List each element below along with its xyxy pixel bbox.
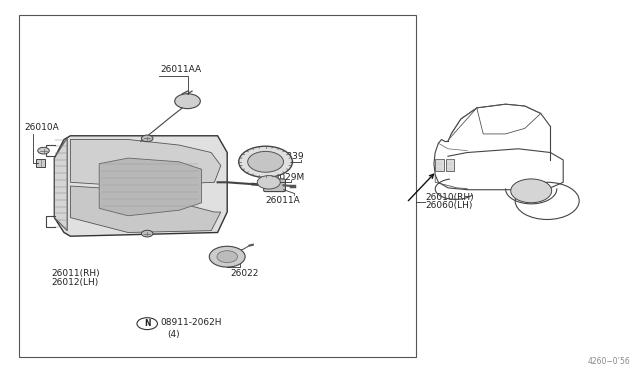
Polygon shape — [70, 140, 221, 186]
FancyBboxPatch shape — [264, 179, 285, 192]
Text: 26010A: 26010A — [24, 123, 59, 132]
Text: (4): (4) — [168, 330, 180, 339]
Bar — [435, 159, 444, 171]
Text: 26011(RH): 26011(RH) — [51, 269, 100, 278]
Text: 26010(RH): 26010(RH) — [426, 193, 474, 202]
Text: 08911-2062H: 08911-2062H — [160, 318, 221, 327]
Text: 26011AA: 26011AA — [160, 65, 201, 74]
Polygon shape — [99, 158, 202, 216]
Circle shape — [175, 94, 200, 109]
Bar — [36, 159, 45, 167]
Text: 26012(LH): 26012(LH) — [51, 278, 99, 287]
Circle shape — [239, 146, 292, 177]
Circle shape — [141, 230, 153, 237]
Circle shape — [141, 135, 153, 142]
Text: 26339: 26339 — [275, 152, 304, 161]
Text: 26011A: 26011A — [266, 196, 300, 205]
Polygon shape — [54, 138, 67, 231]
Polygon shape — [70, 186, 221, 232]
Circle shape — [248, 151, 284, 172]
Text: 26022: 26022 — [230, 269, 259, 278]
Circle shape — [515, 182, 579, 219]
Circle shape — [511, 179, 552, 203]
Text: N: N — [144, 319, 150, 328]
Bar — [446, 159, 454, 171]
Text: 26029M: 26029M — [269, 173, 305, 182]
Circle shape — [209, 246, 245, 267]
Text: 26060(LH): 26060(LH) — [426, 201, 473, 210]
Circle shape — [257, 176, 280, 189]
Text: 4260−0’56: 4260−0’56 — [588, 357, 630, 366]
Circle shape — [38, 147, 49, 154]
Circle shape — [217, 251, 237, 263]
Bar — [19, 15, 416, 357]
Circle shape — [137, 318, 157, 330]
Polygon shape — [54, 136, 227, 236]
